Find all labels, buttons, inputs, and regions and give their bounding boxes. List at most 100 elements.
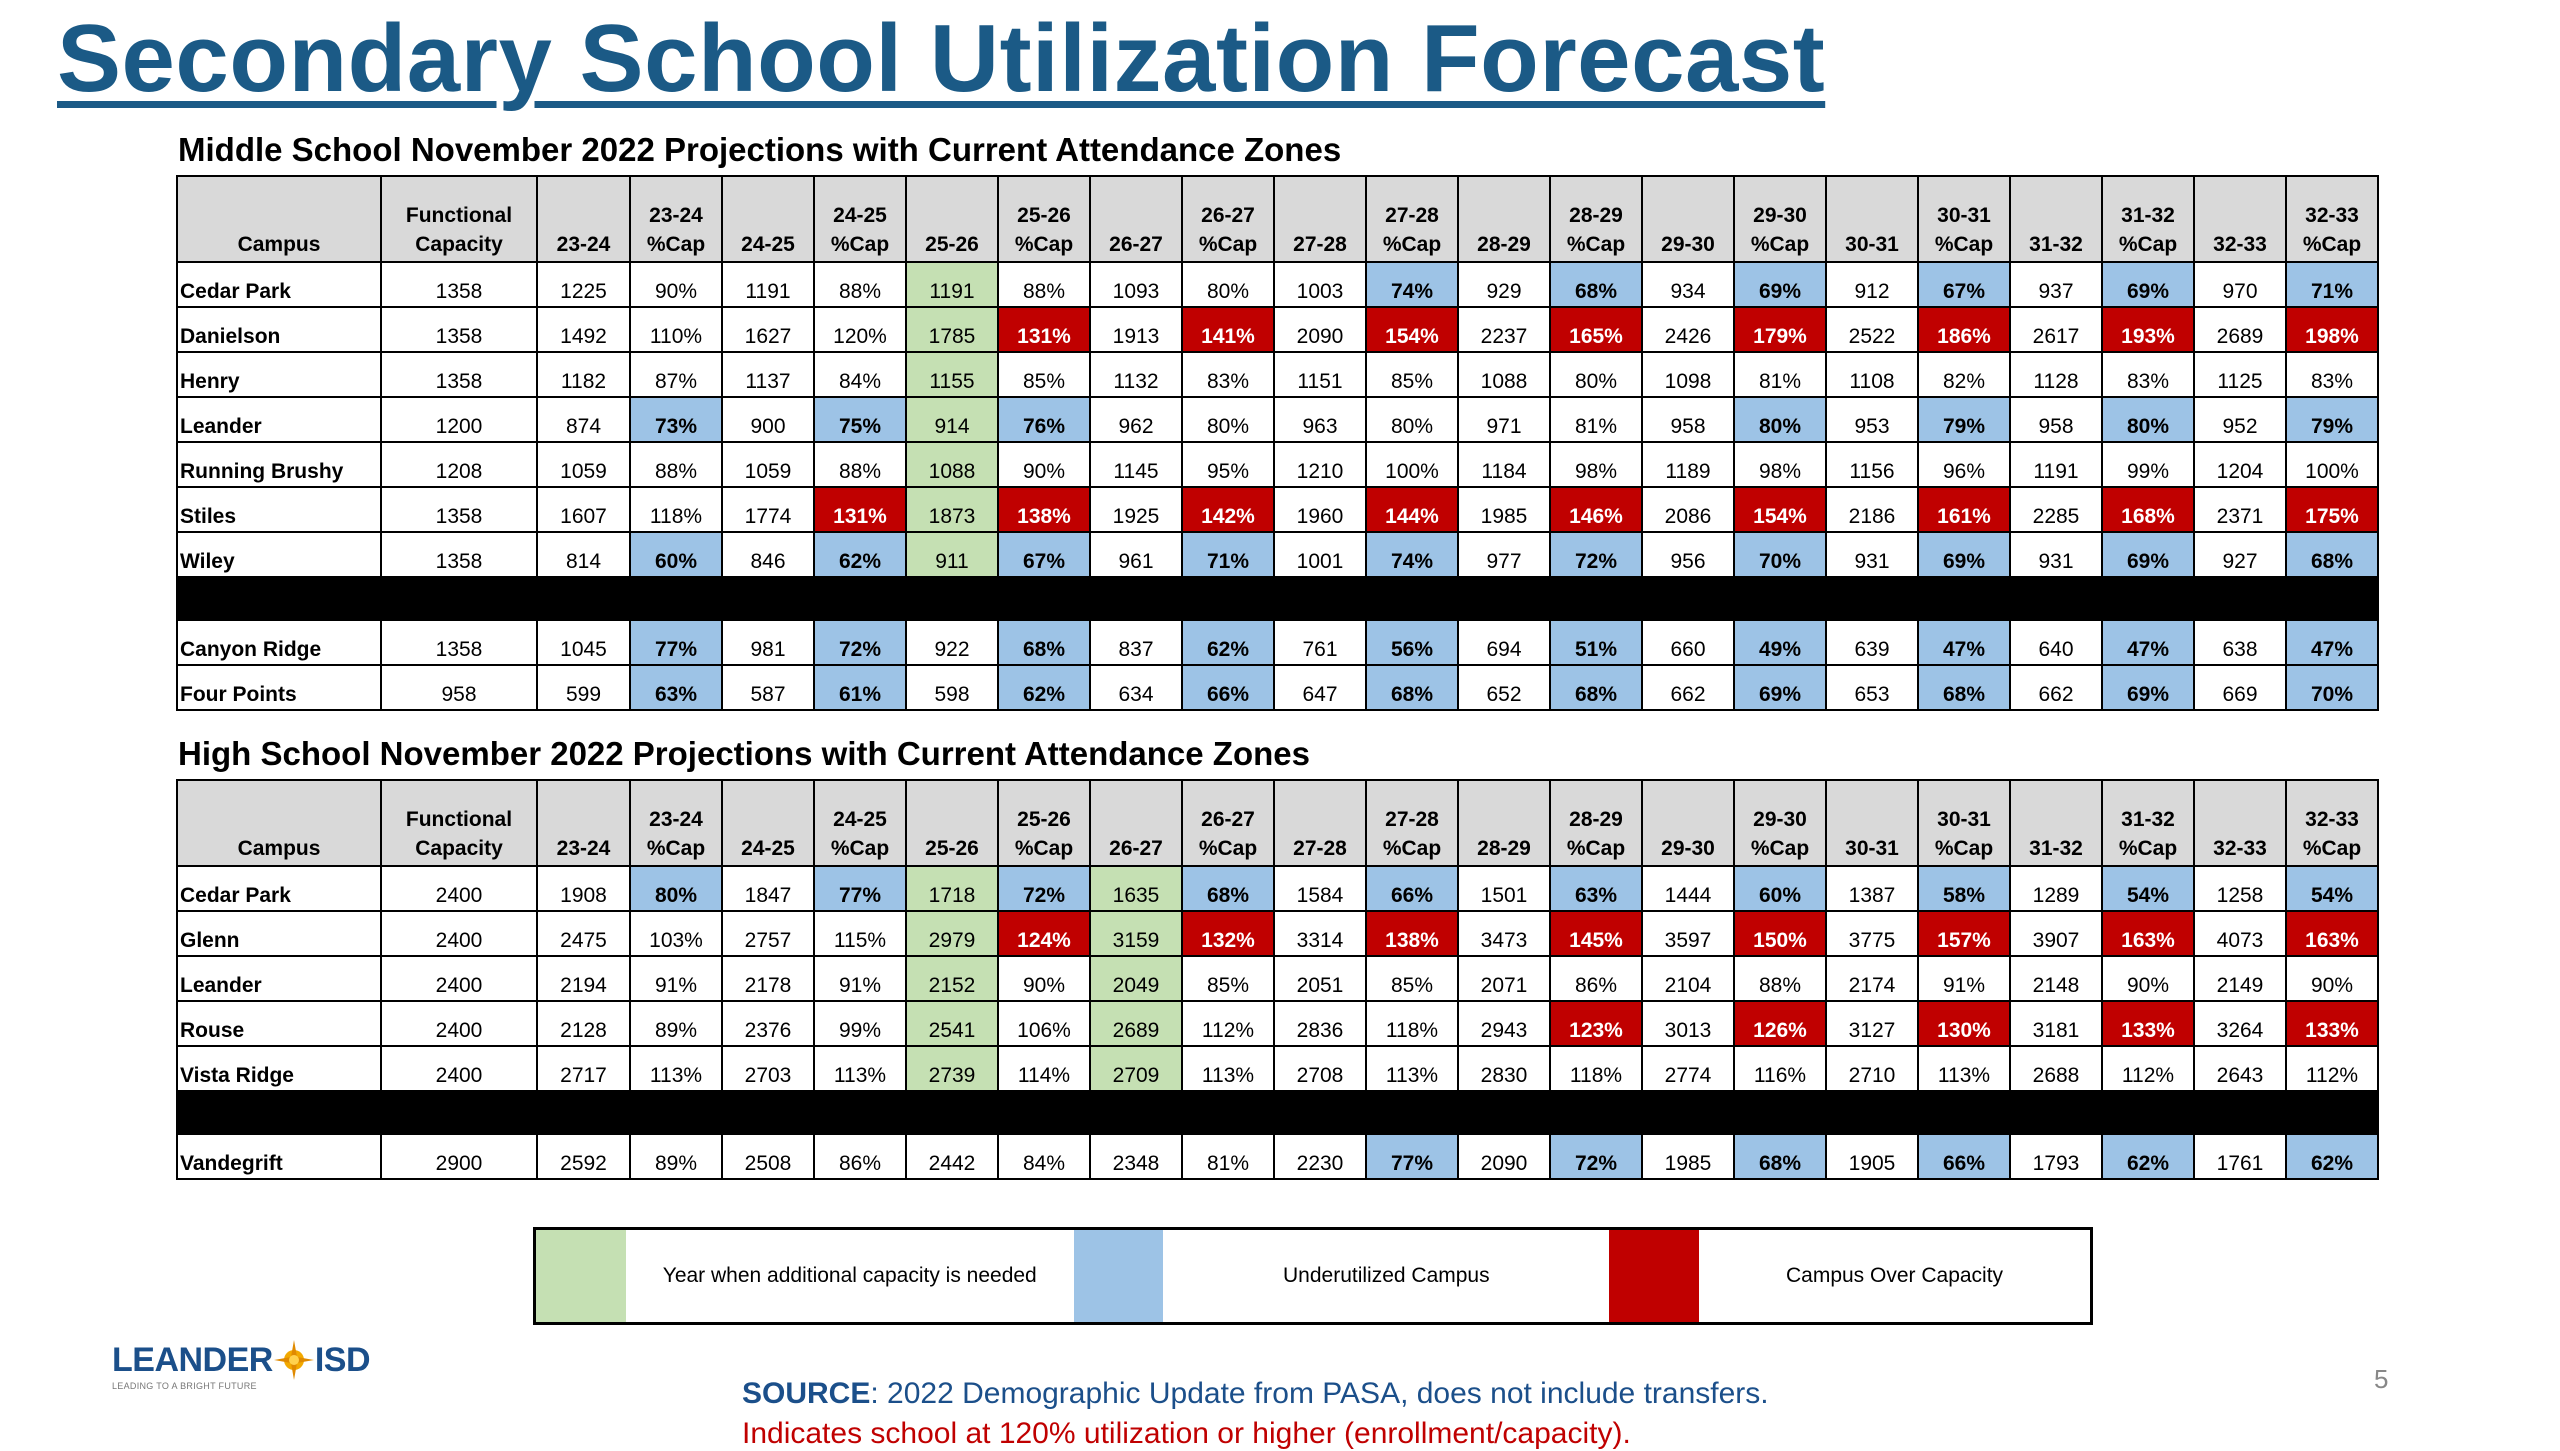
separator-row: [176, 1090, 2379, 1135]
table-cell: 84%: [997, 1133, 1091, 1180]
table-cell: 161%: [1917, 486, 2011, 533]
table-cell: 47%: [2285, 619, 2379, 666]
table-cell: 113%: [1365, 1045, 1459, 1092]
table-cell: 118%: [629, 486, 723, 533]
table-cell: 660: [1641, 619, 1735, 666]
table-cell: 1191: [721, 261, 815, 308]
table-cell: 2900: [380, 1133, 538, 1180]
table-cell: 70%: [2285, 664, 2379, 711]
table-cell: 2774: [1641, 1045, 1735, 1092]
table-cell: 98%: [1549, 441, 1643, 488]
table-cell: 3775: [1825, 910, 1919, 957]
table-cell: 1908: [536, 865, 631, 912]
table-cell: 2617: [2009, 306, 2103, 353]
table-cell: 146%: [1549, 486, 1643, 533]
column-header: 30-31 %Cap: [1917, 175, 2011, 263]
table-cell: 47%: [2101, 619, 2195, 666]
table-cell: 91%: [629, 955, 723, 1002]
column-header: 29-30: [1641, 779, 1735, 867]
table-cell: 929: [1457, 261, 1551, 308]
table-cell: 1905: [1825, 1133, 1919, 1180]
table-cell: 927: [2193, 531, 2287, 578]
table-cell: 1156: [1825, 441, 1919, 488]
table-cell: 1191: [2009, 441, 2103, 488]
column-header: 25-26 %Cap: [997, 175, 1091, 263]
table-cell: 62%: [813, 531, 907, 578]
table-cell: 82%: [1917, 351, 2011, 398]
table-cell: 2689: [2193, 306, 2287, 353]
table-cell: 911: [905, 531, 999, 578]
table-cell: 2689: [1089, 1000, 1183, 1047]
campus-name-cell: Cedar Park: [176, 865, 382, 912]
table-cell: 72%: [997, 865, 1091, 912]
column-header: 31-32: [2009, 779, 2103, 867]
table-cell: 145%: [1549, 910, 1643, 957]
table-cell: 90%: [997, 441, 1091, 488]
table-cell: 124%: [997, 910, 1091, 957]
table-cell: 113%: [813, 1045, 907, 1092]
table-cell: 1774: [721, 486, 815, 533]
table-cell: 69%: [2101, 261, 2195, 308]
legend-blue-swatch: [1073, 1230, 1164, 1322]
table-cell: 953: [1825, 396, 1919, 443]
table-cell: 91%: [1917, 955, 2011, 1002]
table-cell: 76%: [997, 396, 1091, 443]
column-header: 24-25: [721, 779, 815, 867]
table-cell: 2128: [536, 1000, 631, 1047]
column-header: 31-32 %Cap: [2101, 175, 2195, 263]
table-cell: 116%: [1733, 1045, 1827, 1092]
table-cell: 56%: [1365, 619, 1459, 666]
table-cell: 73%: [629, 396, 723, 443]
table-cell: 138%: [1365, 910, 1459, 957]
table-row: Cedar Park 1358 1225 90% 1191 88% 1191 88% 1093 8…: [176, 261, 2379, 308]
table-cell: 1358: [380, 306, 538, 353]
table-cell: 114%: [997, 1045, 1091, 1092]
table-cell: 2230: [1273, 1133, 1367, 1180]
column-header: 24-25: [721, 175, 815, 263]
table-cell: 2643: [2193, 1045, 2287, 1092]
campus-name-cell: Vandegrift: [176, 1133, 382, 1180]
table-cell: 90%: [2101, 955, 2195, 1002]
table-cell: 3314: [1273, 910, 1367, 957]
table-cell: 3127: [1825, 1000, 1919, 1047]
table-cell: 956: [1641, 531, 1735, 578]
table-cell: 81%: [1549, 396, 1643, 443]
table-cell: 85%: [997, 351, 1091, 398]
table-cell: 2071: [1457, 955, 1551, 1002]
table-cell: 837: [1089, 619, 1183, 666]
table-cell: 2174: [1825, 955, 1919, 1002]
table-cell: 68%: [1181, 865, 1275, 912]
table-cell: 85%: [1181, 955, 1275, 1002]
column-header: 27-28: [1273, 175, 1367, 263]
table-cell: 165%: [1549, 306, 1643, 353]
table-cell: 193%: [2101, 306, 2195, 353]
table-cell: 647: [1273, 664, 1367, 711]
table-cell: 77%: [1365, 1133, 1459, 1180]
table-cell: 1098: [1641, 351, 1735, 398]
table-row: Canyon Ridge 1358 1045 77% 981 72% 922 68% 837 62…: [176, 619, 2379, 666]
table-cell: 912: [1825, 261, 1919, 308]
table-cell: 2400: [380, 1000, 538, 1047]
source-line: SOURCE: 2022 Demographic Update from PAS…: [742, 1377, 1769, 1411]
middle-school-heading: Middle School November 2022 Projections …: [178, 131, 1342, 168]
table-cell: 163%: [2101, 910, 2195, 957]
table-cell: 68%: [1733, 1133, 1827, 1180]
table-cell: 638: [2193, 619, 2287, 666]
table-cell: 100%: [1365, 441, 1459, 488]
table-cell: 67%: [997, 531, 1091, 578]
table-cell: 83%: [2285, 351, 2379, 398]
table-cell: 88%: [629, 441, 723, 488]
table-cell: 662: [2009, 664, 2103, 711]
table-cell: 652: [1457, 664, 1551, 711]
table-cell: 971: [1457, 396, 1551, 443]
table-cell: 91%: [813, 955, 907, 1002]
source-label: SOURCE: [742, 1377, 871, 1410]
table-cell: 931: [1825, 531, 1919, 578]
table-cell: 98%: [1733, 441, 1827, 488]
table-cell: 68%: [1917, 664, 2011, 711]
table-cell: 2149: [2193, 955, 2287, 1002]
table-cell: 112%: [1181, 1000, 1275, 1047]
column-header: 23-24 %Cap: [629, 175, 723, 263]
table-cell: 1985: [1641, 1133, 1735, 1180]
column-header: 25-26 %Cap: [997, 779, 1091, 867]
